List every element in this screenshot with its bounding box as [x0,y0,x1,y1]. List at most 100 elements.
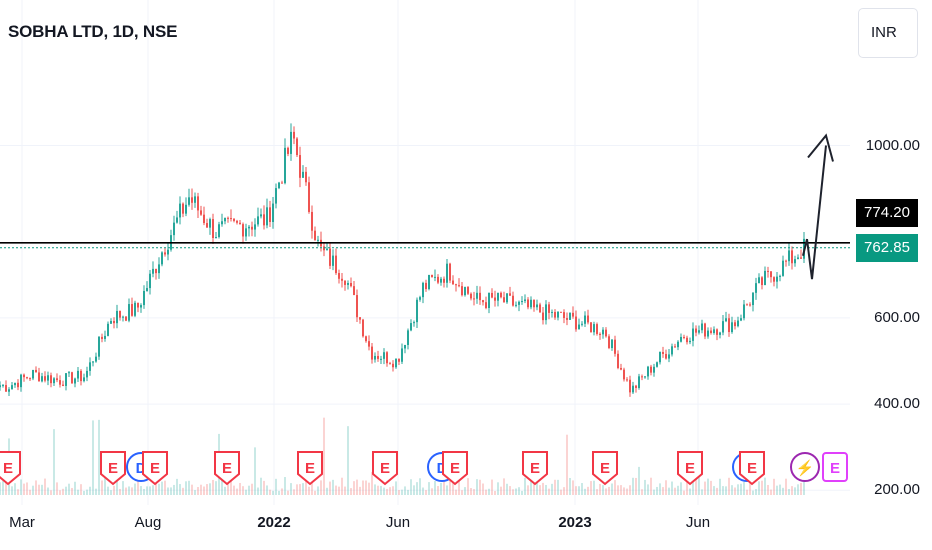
candle-body [710,330,712,333]
candle-body [593,324,595,333]
candle-body [263,214,265,226]
volume-bar [122,481,124,495]
volume-bar [119,488,121,495]
volume-bar [755,489,757,495]
volume-bar [419,478,421,495]
volume-bar [182,487,184,495]
candle-body [392,363,394,368]
candle-body [773,277,775,282]
candle-body [356,295,358,318]
candle-body [227,217,229,219]
candle-body [761,277,763,286]
volume-bar [662,487,664,495]
volume-bar [131,487,133,495]
volume-bar [38,484,40,495]
candle-body [560,311,562,313]
candle-body [365,336,367,342]
volume-bar [788,489,790,495]
volume-bar [632,477,634,495]
volume-bar [209,483,211,495]
volume-bar [713,486,715,495]
volume-bar [461,490,463,495]
volume-bar [443,478,445,495]
candle-body [485,302,487,308]
candle-body [665,353,667,359]
candle-body [446,263,448,283]
volume-bar [617,485,619,495]
volume-bar [749,479,751,495]
candle-body [440,278,442,283]
volume-bar [296,484,298,495]
volume-bar [536,479,538,495]
candle-body [362,319,364,337]
volume-bar [269,489,271,495]
volume-bar [311,481,313,495]
candle-body [275,188,277,204]
volume-bar [554,479,556,495]
earnings-marker [214,451,240,486]
volume-bar [68,483,70,495]
candle-body [473,298,475,300]
candle-body [716,329,718,335]
candle-body [686,337,688,343]
candle-body [449,263,451,281]
volume-bar [47,487,49,495]
volume-bar [518,487,520,495]
candle-body [197,196,199,211]
volume-bar [779,484,781,495]
candle-body [590,322,592,333]
candle-body [50,375,52,384]
volume-bar [92,420,94,495]
candle-body [317,239,319,241]
volume-bar [641,489,643,495]
volume-bar [626,488,628,495]
volume-bar [374,484,376,495]
candle-body [146,288,148,291]
volume-bar [398,490,400,495]
volume-bar [644,479,646,495]
volume-bar [95,488,97,495]
event-marker-label: E [830,460,840,477]
candle-body [281,182,283,184]
volume-bar [155,479,157,495]
candle-body [0,385,1,388]
volume-bar [758,481,760,495]
volume-bar [365,480,367,495]
candle-body [413,322,415,324]
volume-bar [44,478,46,495]
candle-body [248,226,250,229]
candle-body [431,274,433,278]
candle-body [545,304,547,321]
earnings-marker [522,451,548,486]
volume-bar [548,488,550,495]
candle-body [299,155,301,178]
event-marker-label: E [685,460,695,477]
candle-body [566,318,568,320]
candle-body [515,304,517,306]
candle-body [308,182,310,212]
currency-button[interactable]: INR [858,8,918,58]
candle-body [638,376,640,388]
volume-bar [500,486,502,495]
x-tick-label: Aug [134,514,162,531]
candle-body [401,348,403,362]
volume-bar [287,490,289,495]
volume-bar [344,486,346,495]
candle-body [185,204,187,214]
volume-bar [581,483,583,495]
event-marker-label: D [136,460,147,477]
volume-bar [689,488,691,495]
event-marker-label: E [108,460,118,477]
volume-bar [497,482,499,495]
volume-bar [266,485,268,495]
volume-bar [767,484,769,495]
upcoming-earnings-marker [822,452,848,482]
y-tick-label: 600.00 [874,308,920,326]
candle-body [728,318,730,333]
volume-bar [584,488,586,495]
candle-body [107,323,109,336]
candle-body [698,330,700,333]
candle-body [494,297,496,301]
volume-bar [320,480,322,495]
